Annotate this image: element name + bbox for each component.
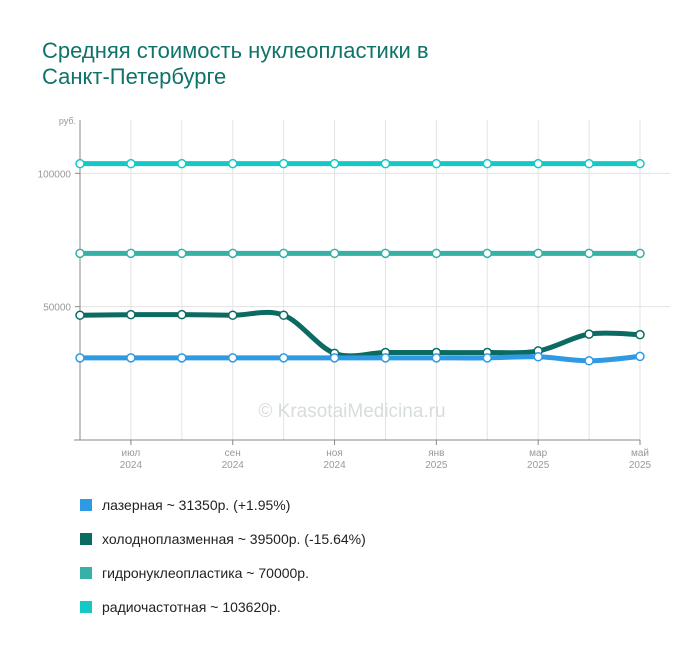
data-point	[278, 158, 289, 169]
data-point	[177, 158, 187, 169]
data-point	[635, 158, 645, 169]
data-point	[380, 353, 391, 363]
x-tick-label-year: 2024	[222, 460, 245, 471]
legend-item-cold-plasma[interactable]: холодноплазменная ~ 39500р. (-15.64%)	[80, 522, 366, 556]
data-point	[75, 248, 85, 259]
data-point	[126, 158, 136, 169]
data-point	[278, 310, 289, 320]
data-point	[75, 353, 85, 363]
series-line	[77, 309, 643, 359]
x-tick-label-year: 2025	[425, 460, 448, 471]
chart-title-line1: Средняя стоимость нуклеопластики в	[42, 38, 429, 63]
data-point	[227, 158, 238, 169]
data-point	[126, 309, 136, 320]
axes: руб.50000100000июл2024сен2024ноя2024янв2…	[38, 116, 652, 471]
x-tick-label-year: 2024	[323, 460, 346, 471]
data-point	[329, 158, 340, 169]
x-tick-label-month: янв	[428, 448, 444, 459]
data-point	[380, 158, 391, 169]
data-point	[584, 248, 594, 259]
data-points	[75, 158, 645, 366]
data-point	[635, 351, 645, 362]
data-point	[75, 310, 85, 320]
data-point	[380, 248, 391, 259]
data-point	[177, 309, 187, 320]
x-tick-label-month: ноя	[326, 448, 343, 459]
legend-swatch	[80, 601, 92, 613]
data-point	[227, 310, 238, 320]
y-tick-label: 100000	[38, 169, 72, 180]
legend-swatch	[80, 567, 92, 579]
data-point	[482, 353, 493, 363]
x-tick-label-year: 2025	[629, 460, 652, 471]
legend-swatch	[80, 533, 92, 545]
legend-item-radiofrequency[interactable]: радиочастотная ~ 103620р.	[80, 590, 366, 624]
data-point	[227, 353, 238, 363]
chart-title-line2: Санкт-Петербурге	[42, 64, 227, 89]
series-line	[77, 353, 643, 364]
x-tick-label-month: июл	[122, 448, 141, 459]
legend-label: гидронуклеопластика ~ 70000р.	[102, 565, 309, 581]
x-tick-label-year: 2024	[120, 460, 143, 471]
data-point	[278, 353, 289, 363]
legend-swatch	[80, 499, 92, 511]
data-point	[177, 248, 187, 259]
legend: лазерная ~ 31350р. (+1.95%) холодноплазм…	[80, 488, 366, 624]
data-point	[431, 353, 442, 363]
data-point	[329, 248, 340, 259]
series	[77, 161, 643, 364]
x-tick-label-month: мар	[529, 448, 547, 459]
legend-label: радиочастотная ~ 103620р.	[102, 599, 281, 615]
y-axis-unit-label: руб.	[59, 116, 76, 126]
grid	[79, 120, 670, 440]
x-tick-label-month: сен	[225, 448, 241, 459]
data-point	[533, 248, 543, 259]
data-point	[584, 356, 594, 366]
x-tick-label-month: май	[631, 448, 649, 459]
data-point	[584, 158, 594, 169]
chart-title: Средняя стоимость нуклеопластики в Санкт…	[42, 38, 562, 90]
data-point	[278, 248, 289, 259]
legend-item-hydro[interactable]: гидронуклеопластика ~ 70000р.	[80, 556, 366, 590]
y-tick-label: 50000	[43, 303, 71, 314]
watermark: © KrasotaiMedicina.ru	[258, 401, 445, 422]
data-point	[126, 248, 136, 259]
legend-label: лазерная ~ 31350р. (+1.95%)	[102, 497, 291, 513]
data-point	[635, 248, 645, 259]
data-point	[75, 158, 85, 169]
data-point	[126, 353, 136, 363]
data-point	[177, 353, 187, 363]
data-point	[533, 158, 543, 169]
legend-label: холодноплазменная ~ 39500р. (-15.64%)	[102, 531, 366, 547]
data-point	[533, 352, 543, 362]
x-tick-label-year: 2025	[527, 460, 550, 471]
data-point	[482, 248, 493, 259]
data-point	[482, 158, 493, 169]
data-point	[329, 353, 340, 363]
data-point	[635, 329, 645, 340]
data-point	[431, 158, 442, 169]
data-point	[431, 248, 442, 259]
data-point	[584, 329, 594, 339]
legend-item-laser[interactable]: лазерная ~ 31350р. (+1.95%)	[80, 488, 366, 522]
data-point	[227, 248, 238, 259]
